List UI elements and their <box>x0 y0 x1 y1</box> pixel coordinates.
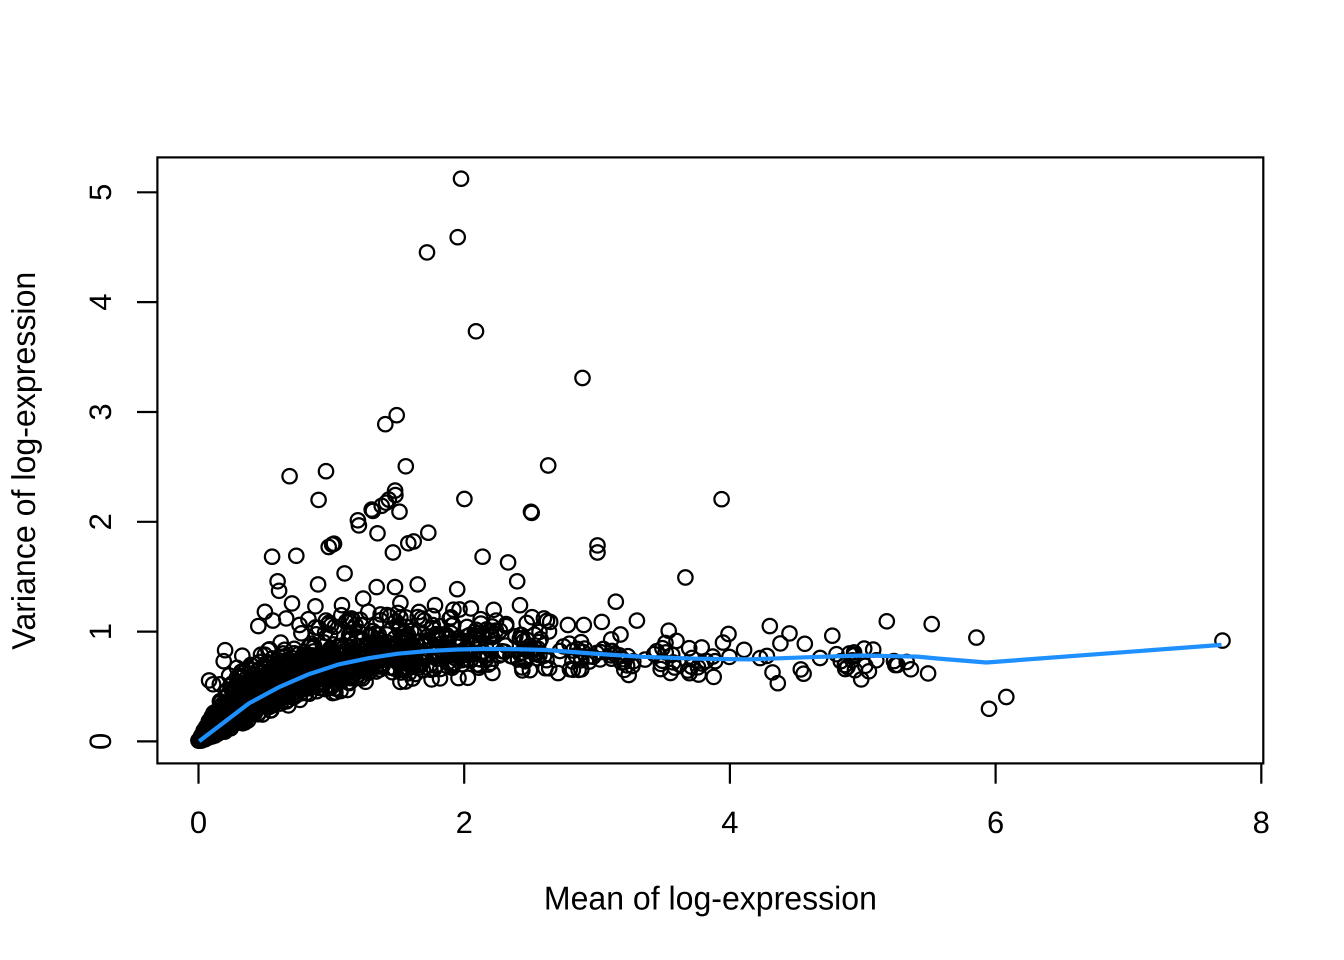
svg-text:1: 1 <box>83 623 118 640</box>
svg-text:8: 8 <box>1253 805 1270 840</box>
svg-text:4: 4 <box>83 293 118 310</box>
svg-text:2: 2 <box>83 513 118 530</box>
svg-text:5: 5 <box>83 184 118 201</box>
svg-text:2: 2 <box>456 805 473 840</box>
svg-text:6: 6 <box>987 805 1004 840</box>
svg-text:4: 4 <box>721 805 738 840</box>
svg-text:Variance of log-expression: Variance of log-expression <box>5 272 42 650</box>
svg-text:Mean of log-expression: Mean of log-expression <box>544 880 877 917</box>
svg-text:0: 0 <box>83 733 118 750</box>
svg-text:0: 0 <box>190 805 207 840</box>
svg-text:3: 3 <box>83 403 118 420</box>
